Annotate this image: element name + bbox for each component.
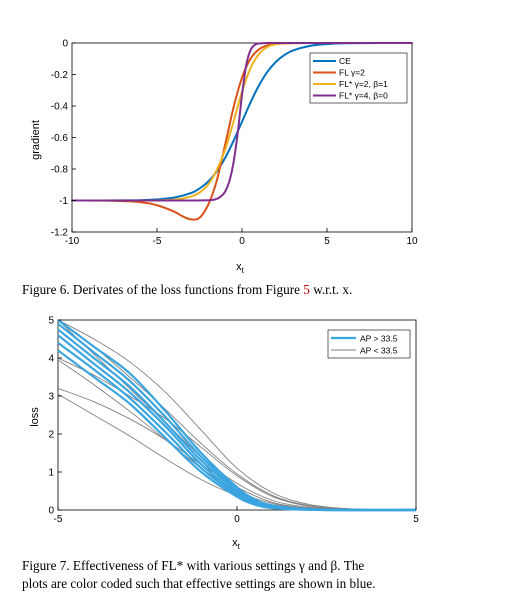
figure-6-caption: Figure 6. Derivates of the loss function… (22, 281, 500, 299)
y-tick-label-gradient: -0.4 (51, 102, 69, 113)
figure-5-reference-link[interactable]: 5 (303, 282, 310, 297)
x-tick-label-gradient: -5 (153, 236, 162, 247)
y-tick-label-loss: 3 (48, 392, 54, 403)
series-line-1 (71, 41, 413, 202)
y-tick-label-gradient: -0.6 (51, 133, 69, 144)
x-axis-label-loss: xt (232, 537, 241, 551)
legend-entry-label: FL γ=2 (339, 68, 365, 78)
y-tick-label-loss: 2 (48, 430, 54, 441)
y-tick-label-gradient: -0.8 (51, 165, 69, 176)
loss-curve-effective (57, 341, 417, 512)
x-axis-label-gradient: xt (236, 261, 245, 275)
loss-curve-effective (57, 349, 417, 512)
x-tick-label-gradient: 10 (406, 236, 418, 247)
y-tick-label-loss: 0 (48, 506, 54, 517)
x-tick-label-gradient: 0 (239, 236, 245, 247)
figure-7-caption-line-2: plots are color coded such that effectiv… (22, 576, 376, 591)
y-tick-label-gradient: -1.2 (51, 228, 69, 239)
legend-entry-label: FL* γ=4, β=0 (339, 91, 388, 101)
x-tick-label-loss: 0 (234, 514, 240, 525)
chart-gradient: -10 -5 0 5 10 0 -0.2 -0.4 -0.6 -0.8 -1 -1.2 gradien… (30, 39, 418, 276)
figure-6-caption-prefix: Figure 6. Derivates of the loss function… (22, 282, 304, 297)
y-tick-label-gradient: 0 (62, 39, 68, 50)
figure-6-caption-suffix: w.r.t. x. (309, 282, 353, 297)
legend-entry-label: AP > 33.5 (360, 334, 398, 344)
legend-entry-label: CE (339, 56, 351, 66)
legend-loss: AP > 33.5 AP < 33.5 (327, 329, 411, 359)
y-tick-label-loss: 1 (48, 468, 54, 479)
legend-gradient: CE FL γ=2FL* γ=2, β=1 FL* γ=4, β=0 (309, 52, 408, 104)
x-tick-label-loss: -5 (54, 514, 63, 525)
figure-7-caption: Figure 7. Effectiveness of FL* with vari… (22, 557, 500, 593)
y-axis-label-gradient: gradient (30, 120, 42, 160)
series-line-4 (71, 41, 413, 202)
figure-7-caption-line-1: Figure 7. Effectiveness of FL* with vari… (22, 558, 365, 573)
x-tick-label-loss: 5 (413, 514, 419, 525)
legend-entry-label: FL* γ=2, β=1 (339, 79, 388, 89)
legend-entry-label: AP < 33.5 (360, 346, 398, 356)
legend-box (327, 329, 411, 359)
y-tick-label-loss: 5 (48, 316, 54, 327)
y-tick-label-gradient: -0.2 (51, 70, 69, 81)
x-tick-label-gradient: 5 (324, 236, 330, 247)
x-tick-label-gradient: -10 (65, 236, 80, 247)
y-axis-label-loss: loss (29, 407, 41, 427)
y-tick-label-gradient: -1 (59, 196, 68, 207)
y-tick-label-loss: 4 (48, 354, 54, 365)
